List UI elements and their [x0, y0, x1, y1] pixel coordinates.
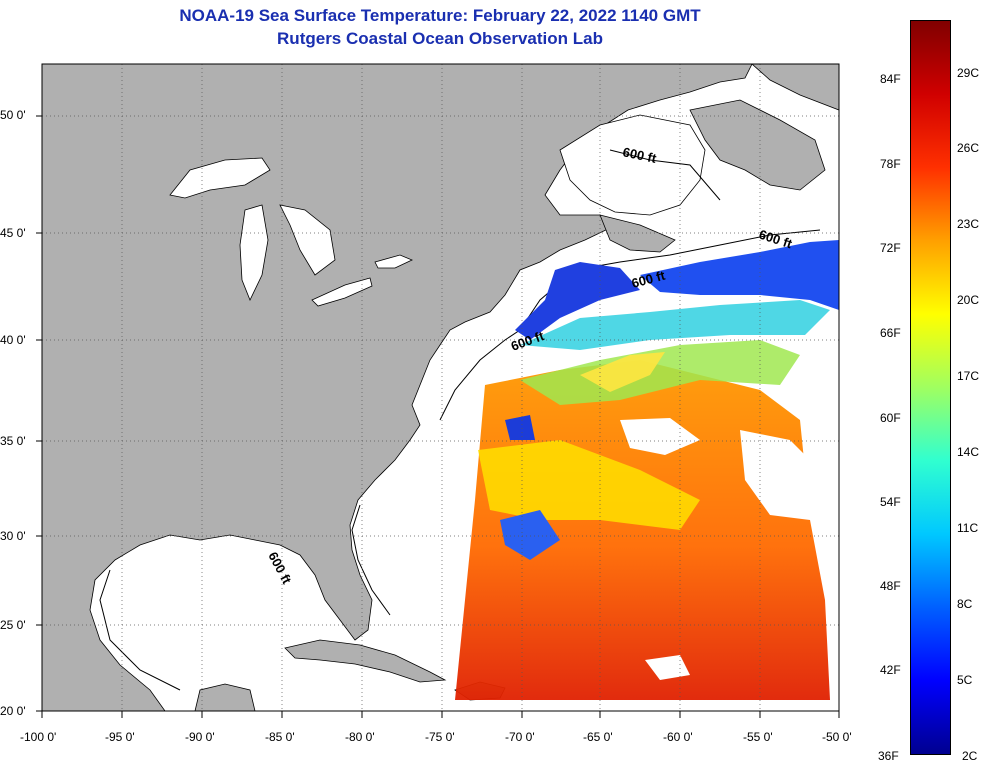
colorbar-f-label: 42F [880, 663, 901, 677]
lon-label: -70 0' [505, 730, 535, 744]
lat-label: 50 0' [0, 108, 26, 122]
colorbar-f-label: 36F [878, 749, 899, 763]
lat-label: 25 0' [0, 618, 26, 632]
colorbar-c-label: 8C [957, 597, 973, 611]
graticule [42, 64, 839, 711]
sst-blue-patch [505, 415, 535, 440]
lake-superior [169, 157, 271, 199]
sst-yellow-ridge [580, 352, 665, 392]
lon-label: -50 0' [822, 730, 852, 744]
contour-label: 600 ft [621, 144, 658, 166]
sst-cold-blue-west [515, 262, 640, 340]
sst-swath [455, 240, 839, 700]
lat-label: 40 0' [0, 333, 26, 347]
sst-cloud-gap-3 [645, 655, 690, 680]
colorbar-f-label: 84F [880, 72, 901, 86]
gulf-st-lawrence [559, 114, 706, 216]
lat-label: 45 0' [0, 226, 26, 240]
colorbar-c-label: 14C [957, 445, 980, 459]
lon-label: -85 0' [265, 730, 295, 744]
colorbar-c-label: 2C [962, 749, 978, 763]
sst-cold-blue-east [640, 240, 839, 310]
lon-label: -100 0' [20, 730, 57, 744]
lon-label: -65 0' [583, 730, 613, 744]
map-frame [41, 63, 840, 712]
sst-yellow-band [478, 440, 700, 530]
colorbar-c-label: 20C [957, 293, 980, 307]
lon-label: -80 0' [345, 730, 375, 744]
lake-michigan [239, 204, 269, 301]
lon-label: -95 0' [105, 730, 135, 744]
colorbar-c-label: 26C [957, 141, 980, 155]
colorbar-c-label: 17C [957, 369, 980, 383]
land-maritimes [689, 99, 826, 191]
land-cuba [284, 639, 447, 683]
sst-cloud-gap-2 [620, 418, 700, 455]
lon-label: -55 0' [743, 730, 773, 744]
lat-label: 30 0' [0, 529, 26, 543]
sst-blue-patch-2 [500, 510, 560, 560]
temperature-colorbar [910, 20, 951, 755]
axis-ticks [36, 115, 840, 718]
lon-label: -90 0' [185, 730, 215, 744]
colorbar-c-label: 23C [957, 217, 980, 231]
sst-cyan-band [520, 300, 830, 350]
sst-green-band [520, 340, 800, 405]
colorbar-f-label: 60F [880, 411, 901, 425]
colorbar-c-label: 5C [957, 673, 973, 687]
colorbar-f-label: 72F [880, 241, 901, 255]
colorbar-f-label: 54F [880, 495, 901, 509]
lon-label: -75 0' [425, 730, 455, 744]
map-title: NOAA-19 Sea Surface Temperature: Februar… [179, 6, 701, 25]
land-north-america [41, 63, 753, 712]
colorbar-c-label: 29C [957, 66, 980, 80]
land-nova-scotia [599, 214, 676, 253]
lake-ontario [374, 254, 413, 269]
colorbar-f-label: 78F [880, 157, 901, 171]
colorbar-f-label: 66F [880, 326, 901, 340]
lat-label: 20 0' [0, 704, 26, 718]
lake-erie [311, 277, 373, 307]
lake-huron [279, 204, 336, 276]
lon-label: -60 0' [663, 730, 693, 744]
colorbar-f-label: 48F [880, 579, 901, 593]
colorbar-c-label: 11C [957, 521, 979, 535]
lat-label: 35 0' [0, 434, 26, 448]
map-subtitle: Rutgers Coastal Ocean Observation Lab [277, 29, 603, 48]
